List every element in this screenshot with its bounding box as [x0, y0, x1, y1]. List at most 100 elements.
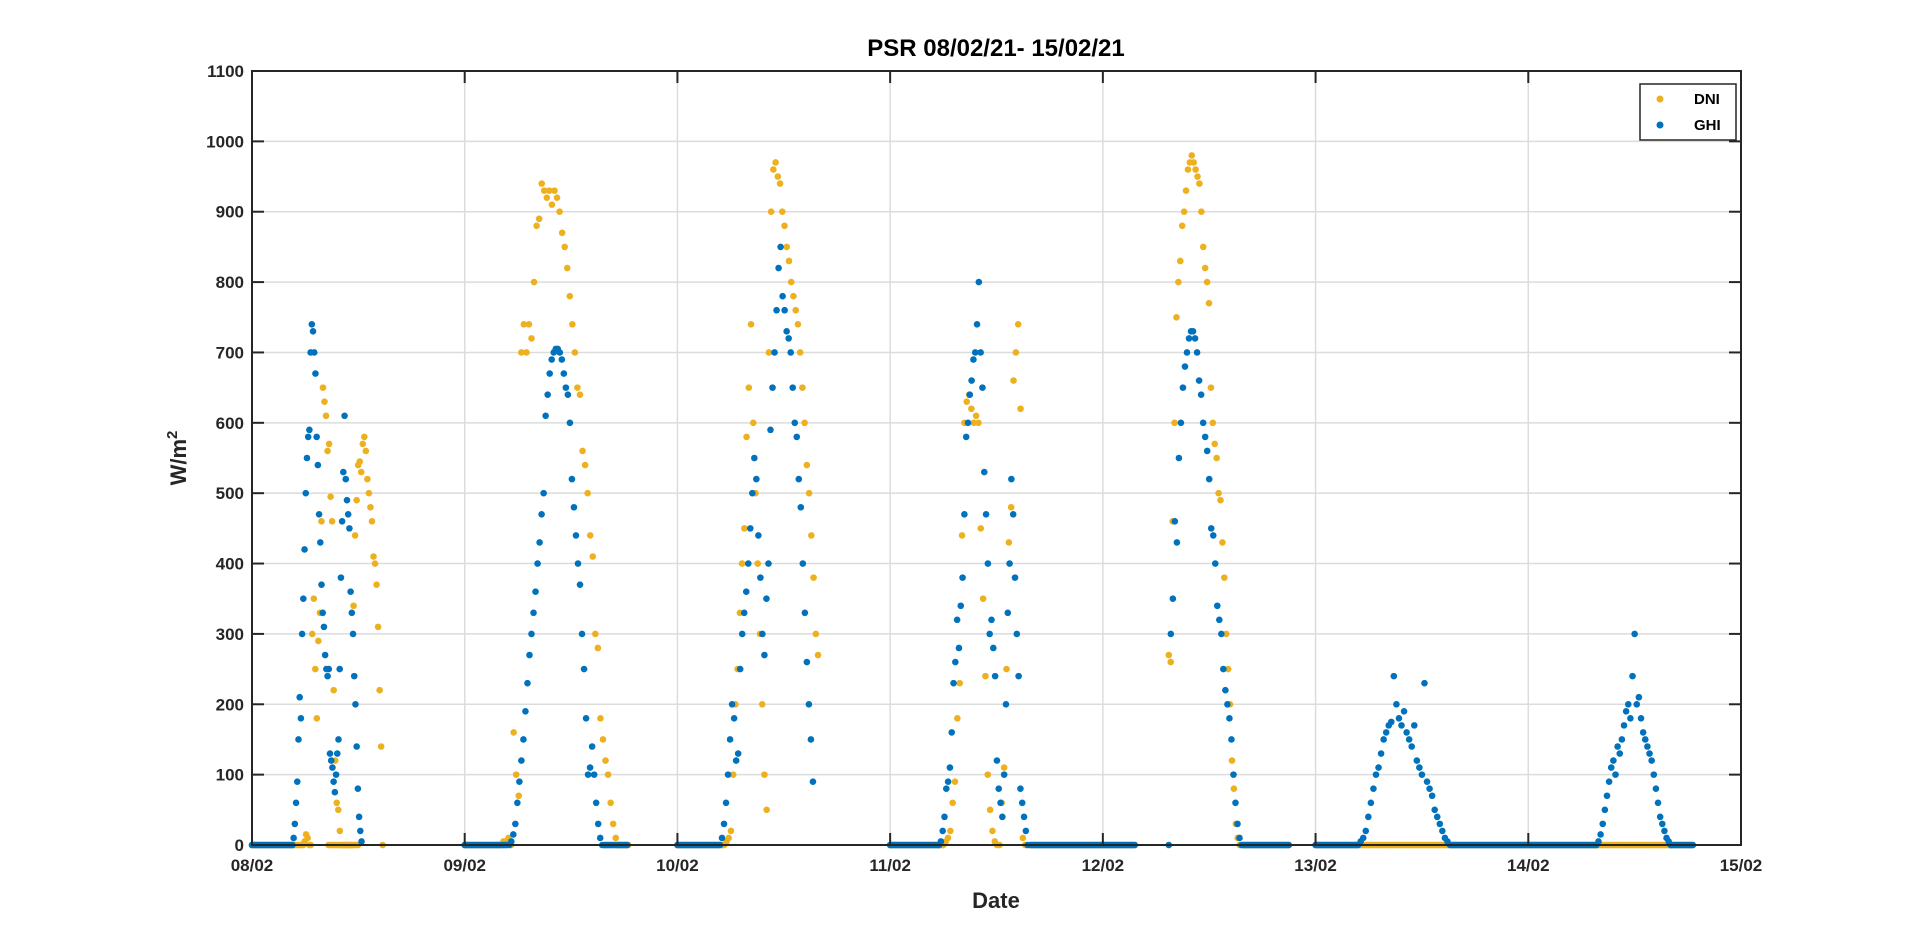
data-point-ghi	[572, 532, 580, 539]
data-point-ghi	[718, 834, 726, 842]
data-point-ghi	[1189, 328, 1197, 335]
data-point-dni	[599, 736, 607, 743]
data-point-dni	[767, 208, 775, 216]
data-point-dni	[1196, 180, 1203, 187]
data-point-ghi	[1431, 806, 1438, 814]
data-point-ghi	[308, 321, 316, 328]
data-point-dni	[1215, 489, 1222, 497]
data-point-ghi	[326, 750, 334, 757]
data-point-ghi	[296, 693, 303, 701]
data-point-ghi	[304, 433, 312, 441]
data-point-ghi	[357, 827, 364, 835]
data-point-ghi	[295, 736, 302, 743]
data-point-dni	[334, 806, 342, 814]
data-point-ghi	[1179, 384, 1187, 391]
data-point-ghi	[320, 623, 328, 631]
data-point-ghi	[803, 658, 811, 666]
data-point-ghi	[292, 799, 300, 807]
data-point-ghi	[343, 496, 351, 504]
data-point-ghi	[530, 609, 537, 617]
data-point-ghi	[775, 264, 782, 272]
data-point-ghi	[348, 609, 356, 617]
data-point-dni	[523, 349, 530, 356]
data-point-ghi	[734, 750, 742, 757]
data-point-dni	[350, 602, 357, 610]
data-point-dni	[1219, 539, 1226, 546]
data-point-dni	[609, 820, 617, 828]
data-point-ghi	[317, 539, 324, 546]
data-point-ghi	[1648, 757, 1655, 764]
data-point-dni	[1199, 243, 1207, 251]
data-point-dni	[304, 834, 311, 842]
data-point-dni	[972, 412, 980, 420]
data-point-ghi	[514, 799, 521, 807]
data-point-ghi	[524, 679, 531, 687]
data-point-dni	[810, 574, 817, 581]
data-point-dni	[322, 412, 330, 420]
data-point-ghi	[1000, 771, 1008, 778]
data-point-dni	[982, 672, 989, 680]
data-point-ghi	[968, 377, 975, 384]
data-point-ghi	[966, 391, 974, 398]
data-point-dni	[805, 489, 813, 497]
data-point-ghi	[590, 771, 598, 778]
data-point-dni	[989, 827, 996, 835]
data-point-ghi	[991, 672, 999, 680]
data-point-dni	[1171, 419, 1178, 427]
data-point-ghi	[1002, 700, 1010, 708]
y-tick-label: 700	[216, 343, 244, 362]
y-axis-label-unit: W/m	[166, 439, 191, 485]
data-point-ghi	[291, 820, 299, 828]
data-point-ghi	[1633, 700, 1641, 708]
data-point-dni	[374, 623, 382, 631]
data-point-dni	[1209, 419, 1217, 427]
data-point-ghi	[507, 838, 515, 845]
data-point-dni	[364, 475, 371, 483]
data-point-ghi	[1607, 764, 1615, 771]
data-point-dni	[1213, 454, 1220, 462]
data-point-ghi	[1216, 616, 1223, 624]
data-point-dni	[770, 166, 777, 173]
data-point-dni	[370, 553, 377, 560]
data-point-dni	[546, 187, 553, 194]
data-point-ghi	[528, 630, 535, 638]
data-point-ghi	[300, 595, 307, 603]
data-point-ghi	[592, 799, 600, 807]
data-point-dni	[778, 208, 786, 216]
data-point-dni	[566, 292, 574, 300]
data-point-ghi	[773, 306, 780, 314]
data-point-dni	[373, 581, 380, 588]
data-point-dni	[561, 243, 568, 251]
data-point-dni	[1176, 257, 1184, 265]
data-point-dni	[543, 194, 551, 201]
data-point-ghi	[801, 609, 809, 617]
x-tick-label: 09/02	[443, 856, 486, 875]
data-point-ghi	[562, 384, 570, 391]
data-point-dni	[356, 458, 364, 465]
x-tick-label: 13/02	[1294, 856, 1337, 875]
data-point-dni	[604, 771, 612, 778]
data-point-ghi	[1171, 518, 1179, 525]
legend[interactable]: DNI GHI	[1639, 83, 1737, 141]
data-point-ghi	[544, 391, 551, 398]
data-point-ghi	[962, 433, 970, 441]
data-point-dni	[1205, 299, 1213, 307]
data-point-dni	[328, 518, 336, 525]
data-point-dni	[772, 159, 779, 166]
data-point-dni	[975, 419, 982, 427]
data-point-dni	[312, 665, 319, 673]
data-point-ghi	[510, 831, 517, 838]
data-point-dni	[515, 792, 523, 800]
legend-label-dni: DNI	[1694, 91, 1720, 108]
data-point-ghi	[309, 328, 317, 335]
data-point-dni	[308, 630, 316, 638]
data-point-ghi	[336, 665, 344, 673]
data-point-ghi	[751, 454, 758, 462]
data-point-ghi	[807, 736, 815, 743]
data-point-dni	[1180, 208, 1188, 216]
data-point-ghi	[570, 503, 578, 511]
data-point-ghi	[995, 785, 1003, 793]
data-point-dni	[727, 827, 735, 835]
data-point-ghi	[520, 736, 527, 743]
data-point-ghi	[1195, 377, 1203, 384]
